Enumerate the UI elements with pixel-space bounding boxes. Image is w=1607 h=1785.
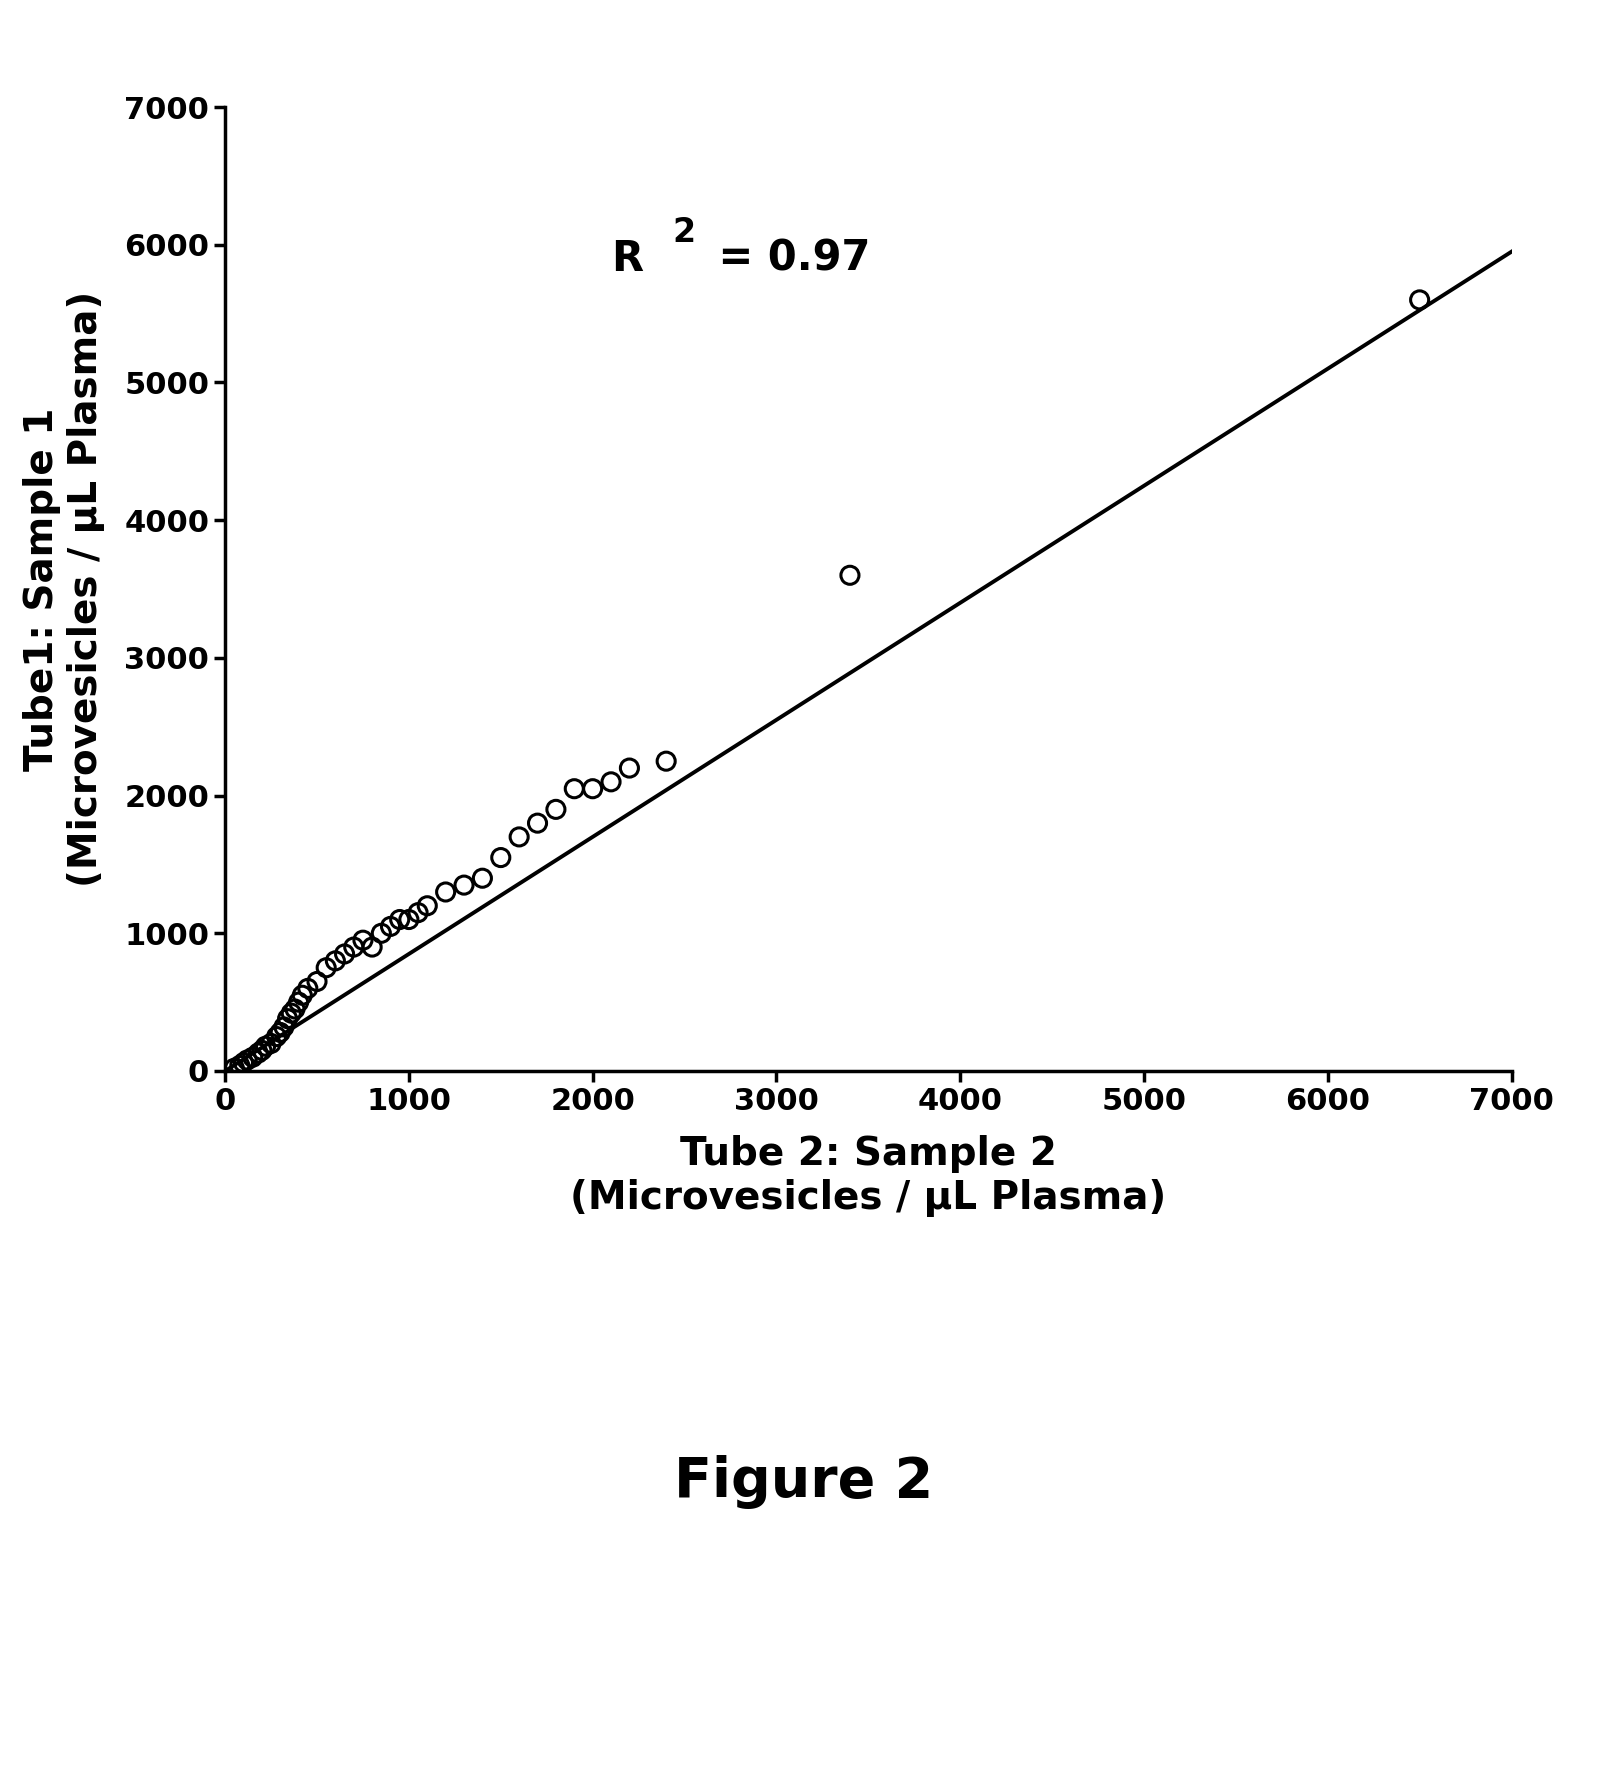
Point <box>304 967 329 996</box>
Point <box>267 1017 292 1046</box>
Point <box>249 1035 275 1064</box>
Point <box>230 1048 256 1076</box>
Point <box>281 994 307 1023</box>
Text: = 0.97: = 0.97 <box>704 237 869 280</box>
Point <box>275 1005 301 1034</box>
Point <box>227 1051 252 1080</box>
Point <box>561 775 587 803</box>
Point <box>598 768 624 796</box>
Point <box>289 982 315 1010</box>
Point <box>246 1039 272 1067</box>
Point <box>235 1046 260 1075</box>
Point <box>506 823 532 851</box>
Point <box>615 753 641 782</box>
Point <box>358 934 384 962</box>
Text: 2: 2 <box>672 216 696 250</box>
Point <box>264 1023 289 1051</box>
Point <box>469 864 495 892</box>
Point <box>652 746 678 775</box>
Point <box>259 1030 284 1059</box>
Point <box>313 953 339 982</box>
Point <box>395 905 421 934</box>
Point <box>580 775 606 803</box>
Point <box>543 794 569 823</box>
Text: R: R <box>611 237 643 280</box>
Point <box>487 843 513 871</box>
Point <box>387 905 413 934</box>
Point <box>341 934 366 962</box>
Point <box>378 912 403 941</box>
Text: Figure 2: Figure 2 <box>673 1455 934 1508</box>
Point <box>405 898 431 926</box>
Point <box>524 809 550 837</box>
Point <box>432 878 458 907</box>
Point <box>239 1042 265 1071</box>
Point <box>323 946 349 975</box>
Point <box>1406 286 1432 314</box>
Point <box>452 871 477 900</box>
Point <box>368 919 394 948</box>
Point <box>252 1032 278 1060</box>
Point <box>222 1053 247 1082</box>
Point <box>350 926 376 955</box>
Point <box>286 987 312 1016</box>
Point <box>415 891 440 919</box>
Point <box>272 1012 297 1041</box>
Point <box>331 939 357 967</box>
Y-axis label: Tube1: Sample 1
(Microvesicles / μL Plasma): Tube1: Sample 1 (Microvesicles / μL Plas… <box>22 291 104 887</box>
X-axis label: Tube 2: Sample 2
(Microvesicles / μL Plasma): Tube 2: Sample 2 (Microvesicles / μL Pla… <box>570 1135 1165 1217</box>
Point <box>837 560 863 589</box>
Point <box>278 1000 304 1028</box>
Point <box>294 975 320 1003</box>
